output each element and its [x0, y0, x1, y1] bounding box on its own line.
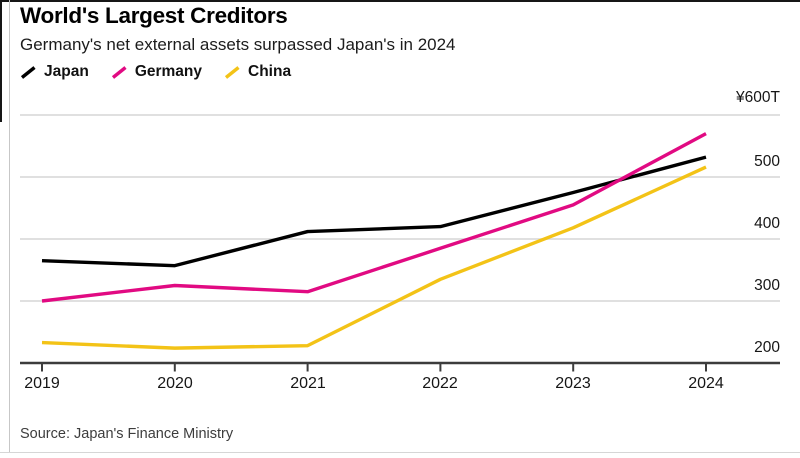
y-axis-label-600: ¥600T: [736, 89, 780, 106]
y-axis-label-300: 300: [754, 277, 780, 294]
x-axis-label-2019: 2019: [24, 375, 60, 392]
frame-top-border: [0, 0, 800, 2]
x-axis-label-2023: 2023: [555, 375, 591, 392]
y-axis-label-500: 500: [754, 153, 780, 170]
legend-item-china: China: [224, 63, 291, 81]
legend-marker-germany-icon: [111, 65, 127, 79]
chart-title: World's Largest Creditors: [20, 3, 288, 28]
legend-item-germany: Germany: [111, 63, 202, 81]
legend-label-japan: Japan: [44, 63, 89, 80]
x-axis-label-2024: 2024: [688, 375, 724, 392]
series-line-germany: [41, 132, 707, 303]
frame-vertical-rule: [9, 0, 10, 452]
frame-bottom-rule: [0, 452, 800, 453]
legend-marker-japan-icon: [20, 65, 36, 79]
x-axis-label-2022: 2022: [422, 375, 458, 392]
series-line-china: [41, 165, 707, 350]
frame-left-border: [0, 0, 2, 122]
series-line-japan: [41, 155, 707, 268]
y-axis-label-200: 200: [754, 339, 780, 356]
legend-item-japan: Japan: [20, 63, 89, 81]
legend-label-germany: Germany: [134, 63, 203, 80]
legend: Japan Germany China: [20, 63, 291, 81]
x-axis-label-2020: 2020: [157, 375, 193, 392]
y-axis-label-400: 400: [754, 215, 780, 232]
legend-marker-china-icon: [224, 65, 240, 79]
legend-label-china: China: [248, 63, 292, 80]
chart-subtitle: Germany's net external assets surpassed …: [20, 35, 456, 54]
source-credit: Source: Japan's Finance Ministry: [20, 426, 234, 442]
x-axis-label-2021: 2021: [290, 375, 326, 392]
